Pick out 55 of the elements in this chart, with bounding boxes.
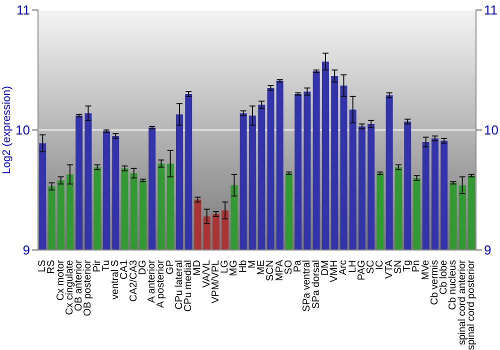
x-tick-label: OB anterior [74, 259, 85, 312]
x-tick-label: SN [392, 260, 404, 274]
x-tick-label: Cb vermis [429, 260, 440, 306]
y2-tick-label: 10 [484, 122, 498, 138]
x-tick-label: MPA [274, 260, 286, 281]
x-tick-label: Tu [100, 260, 112, 272]
x-tick-label: ME [256, 260, 268, 275]
x-tick-label: CA1 [119, 260, 130, 280]
x-tick-label: IC [374, 260, 386, 270]
x-tick-label: A posterior [156, 259, 167, 308]
x-tick-label: ventral S [110, 260, 122, 300]
x-tick-label: RS [46, 260, 58, 274]
x-tick-label: M [246, 260, 258, 268]
y-tick-label: 11 [16, 2, 30, 18]
x-tick-label: VPM/VPL [210, 260, 222, 304]
x-tick-label: SC [366, 260, 377, 274]
x-tick-label: LH [347, 260, 358, 273]
x-tick-label: Pn [411, 260, 422, 272]
x-tick-label: spinal cord posterior [466, 259, 477, 350]
x-tick-label: Tg [402, 260, 414, 272]
x-tick-label: OB posterior [82, 259, 94, 316]
x-tick-label: SCN [265, 260, 276, 282]
x-tick-label: Cb lobe [438, 260, 450, 294]
x-tick-label: Cx motor [55, 259, 66, 301]
x-tick-label: CPu lateral [174, 260, 185, 310]
x-tick-label: GP [164, 260, 176, 274]
x-tick-label: Cx cingulate [64, 260, 76, 316]
x-tick-label: LG [220, 260, 231, 274]
y-axis-title: Log2 (expression) [0, 86, 13, 174]
x-tick-label: SPa dorsal [310, 260, 322, 309]
y2-tick-label: 9 [484, 242, 492, 258]
x-tick-label: MVe [420, 260, 432, 280]
x-tick-label: spinal cord anterior [456, 259, 468, 346]
x-tick-label: VA/VL [201, 260, 212, 288]
x-tick-label: Arc [338, 260, 350, 275]
x-tick-label: MG [228, 260, 240, 276]
x-tick-label: VTA [384, 260, 395, 279]
x-tick-label: PAG [356, 260, 368, 280]
y-tick-label: 9 [22, 242, 30, 258]
x-tick-label: CA2/CA3 [128, 260, 140, 302]
x-tick-label: Pir [92, 259, 103, 272]
x-tick-label: Cb nucleus [448, 260, 459, 310]
x-tick-label: SO [283, 260, 294, 274]
x-tick-label: DG [137, 260, 148, 275]
x-tick-label: CPu medial [183, 260, 194, 312]
x-tick-label: SPa ventral [302, 260, 313, 312]
x-tick-label: MD [192, 260, 204, 276]
x-tick-label: LS [37, 260, 48, 272]
y2-tick-label: 11 [484, 2, 498, 18]
x-tick-label: VMH [329, 260, 340, 282]
x-tick-label: A anterior [146, 259, 158, 303]
y-tick-label: 10 [16, 122, 30, 138]
x-tick-label: Pa [292, 260, 304, 272]
x-tick-label: Hb [238, 260, 249, 273]
x-tick-label: DM [320, 260, 331, 276]
